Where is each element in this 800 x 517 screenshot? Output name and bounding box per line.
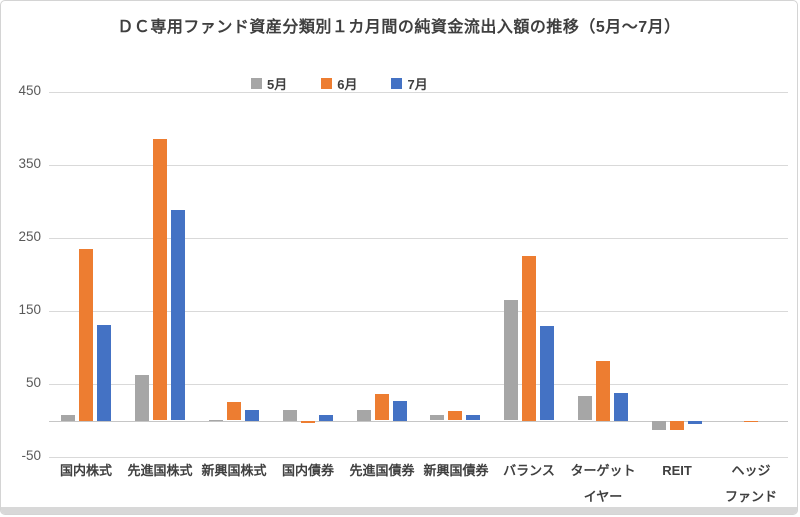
legend-label: 6月 [337, 77, 358, 92]
bar [393, 401, 407, 421]
bar [375, 394, 389, 420]
chart-title: ＤＣ専用ファンド資産分類別１カ月間の純資金流出入額の推移（5月～7月） [117, 19, 681, 36]
legend-item: 7月 [391, 74, 428, 93]
bar [596, 361, 610, 421]
bar [430, 415, 444, 420]
bar [61, 415, 75, 421]
x-category-label: REIT [662, 463, 692, 478]
bar [79, 249, 93, 421]
y-tick-label: -50 [21, 448, 41, 463]
bar [171, 210, 185, 420]
x-category-label: バランス [503, 463, 555, 478]
gridline [49, 92, 788, 93]
bar [319, 415, 333, 421]
bar [578, 396, 592, 420]
x-category-label: ターゲット イヤー [570, 463, 636, 504]
y-tick-label: 50 [25, 375, 41, 390]
bar [245, 410, 259, 421]
x-category-label: 先進国債券 [349, 463, 415, 478]
x-category-label: 国内債券 [281, 463, 334, 478]
gridline [49, 165, 788, 166]
bar [540, 326, 554, 420]
x-category-label: 新興国債券 [423, 463, 489, 478]
x-category-label: 先進国株式 [127, 463, 193, 478]
bar [227, 402, 241, 420]
legend-swatch-icon [391, 78, 403, 89]
gridline [49, 238, 788, 239]
bar [209, 420, 223, 421]
legend-label: 7月 [407, 77, 428, 92]
bar [744, 421, 758, 422]
gridline [49, 311, 788, 312]
bar [466, 415, 480, 420]
gridline [49, 457, 788, 458]
legend-item: 6月 [321, 74, 357, 93]
bar [522, 256, 536, 421]
bar [614, 393, 628, 421]
bar [153, 139, 167, 420]
x-category-label: ヘッジ ファンド [724, 463, 777, 504]
legend-label: 5月 [267, 77, 288, 92]
legend-swatch-icon [251, 78, 262, 89]
bar [688, 421, 702, 424]
bar [504, 300, 518, 420]
legend-item: 5月 [251, 74, 287, 93]
legend: 5月 6月 7月 [251, 74, 428, 93]
gridline [49, 384, 788, 385]
legend-swatch-icon [321, 78, 333, 89]
y-tick-label: 250 [18, 229, 41, 244]
bar [97, 325, 111, 421]
y-tick-label: 150 [18, 302, 41, 317]
bar [301, 421, 315, 423]
x-axis-line [49, 421, 788, 422]
bar [135, 375, 149, 421]
y-tick-label: 450 [18, 83, 41, 98]
bar [357, 410, 371, 421]
x-category-label: 新興国株式 [201, 463, 267, 478]
bar [670, 421, 684, 430]
y-tick-label: 350 [18, 156, 41, 171]
bar [448, 411, 462, 420]
bottom-strip [1, 507, 797, 514]
x-category-label: 国内株式 [59, 463, 112, 478]
bar [283, 410, 297, 421]
bar [652, 421, 666, 430]
